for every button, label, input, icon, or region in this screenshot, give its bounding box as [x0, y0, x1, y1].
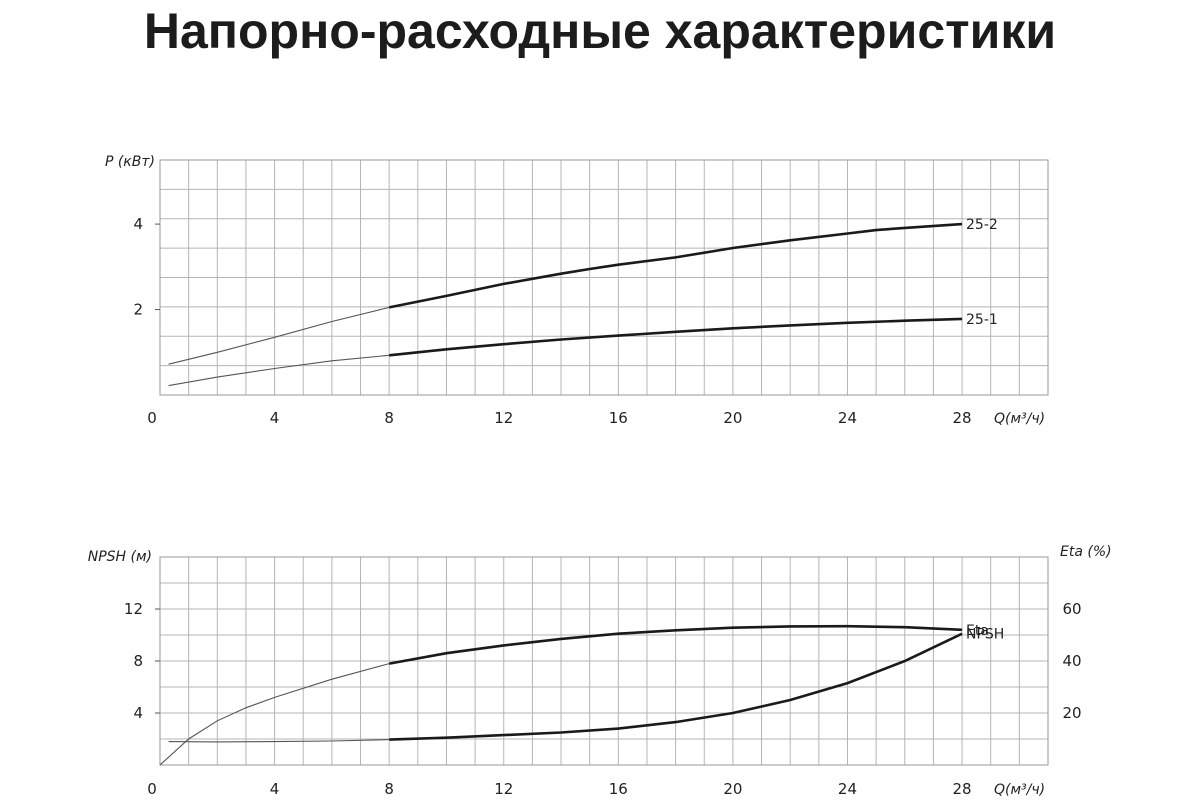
- x-tick-label: 24: [838, 780, 857, 798]
- x-tick-label: 8: [384, 409, 394, 427]
- series-line-25-1-extended: [168, 354, 390, 387]
- plot-frame: [159, 159, 1049, 396]
- y-right-tick-label: 20: [1062, 704, 1081, 722]
- x-tick-label: 16: [609, 780, 628, 798]
- y-right-tick-label: 60: [1062, 600, 1081, 618]
- series-label-eta: Eta: [966, 623, 989, 639]
- x-axis-label: Q(м³/ч): [994, 782, 1045, 798]
- x-tick-label: 20: [723, 409, 742, 427]
- grid: [160, 160, 1048, 395]
- x-tick-label: 4: [270, 780, 280, 798]
- x-tick-label: 24: [838, 409, 857, 427]
- x-tick-label: 4: [270, 409, 280, 427]
- x-tick-label: 0: [147, 409, 157, 427]
- series-line-npsh-extended: [168, 739, 390, 743]
- page-title: Напорно-расходные характеристики: [143, 3, 1057, 59]
- x-tick-label: 12: [494, 409, 513, 427]
- npsh-eta-chart: 0 4 8 12 16 20 24 28 Q(м³/ч) 4 8 12 NPSH (м) 20 40 60 Et…: [88, 544, 1112, 798]
- series-line-eta: [388, 624, 963, 665]
- y-tick-label: 4: [133, 704, 143, 722]
- x-tick-label: 16: [609, 409, 628, 427]
- x-tick-label: 28: [953, 409, 972, 427]
- series-line-eta-extended: [159, 663, 390, 766]
- y-axis-label: P (кВт): [105, 154, 155, 170]
- y-tick-label: 8: [133, 652, 143, 670]
- series-label-25-1: 25-1: [966, 312, 998, 328]
- y-tick-label: 2: [133, 301, 143, 319]
- series-line-npsh: [389, 632, 963, 741]
- series-line-25-2: [388, 222, 963, 309]
- series-label-npsh: NPSH: [966, 627, 1004, 643]
- y-tick-label: 12: [124, 600, 143, 618]
- power-chart: 0 4 8 12 16 20 24 28 Q(м³/ч)24P (кВт)25-225-1: [105, 154, 1049, 427]
- x-tick-label: 0: [147, 780, 157, 798]
- grid: [160, 557, 1048, 765]
- series-label-25-2: 25-2: [966, 217, 998, 233]
- x-tick-label: 20: [723, 780, 742, 798]
- series-line-25-1: [389, 317, 963, 357]
- x-tick-label: 8: [384, 780, 394, 798]
- series-line-25-2-extended: [168, 306, 390, 365]
- x-axis-label: Q(м³/ч): [994, 411, 1045, 427]
- y-tick-label: 4: [133, 215, 143, 233]
- y-right-tick-label: 40: [1062, 652, 1081, 670]
- y-axis-label: NPSH (м): [88, 549, 152, 565]
- y-right-axis-label: Eta (%): [1060, 544, 1112, 560]
- x-tick-label: 12: [494, 780, 513, 798]
- x-tick-label: 28: [953, 780, 972, 798]
